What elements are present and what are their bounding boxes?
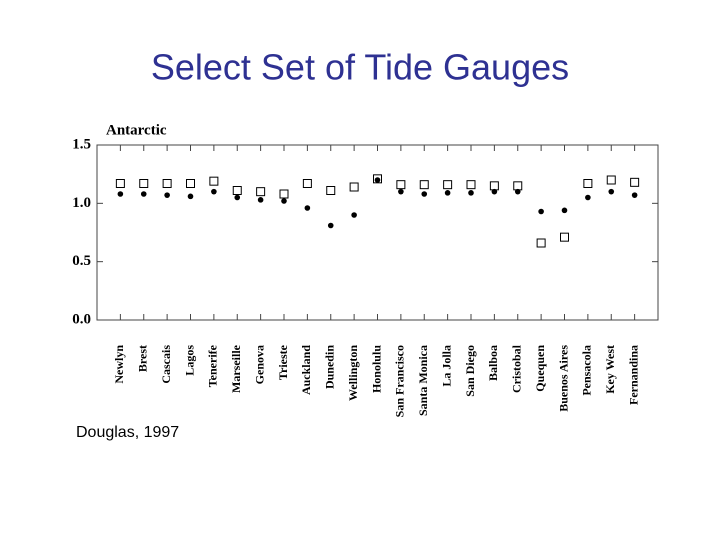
square-marker <box>489 181 499 191</box>
square-marker <box>466 180 476 190</box>
x-tick-label: La Jolla <box>439 345 453 387</box>
x-tick-label: Buenos Aires <box>556 345 570 412</box>
dot-marker <box>421 191 428 197</box>
dot-marker <box>164 192 170 198</box>
x-tick-label: Marseille <box>229 344 243 393</box>
dot-marker <box>187 193 194 200</box>
square-marker <box>186 179 195 188</box>
x-tick-label: Dunedin <box>323 345 337 389</box>
x-tick-label: Quequen <box>533 345 547 392</box>
x-tick-label: Key West <box>603 345 617 394</box>
dot-marker <box>211 188 217 195</box>
dot-marker <box>327 222 334 229</box>
dot-marker <box>140 191 147 197</box>
y-tick-label: 0.5 <box>72 253 91 269</box>
plot-frame <box>96 144 659 321</box>
y-tick-label: 1.5 <box>72 136 91 152</box>
square-marker <box>162 179 172 188</box>
x-tick-label: Trieste <box>276 344 290 380</box>
square-marker <box>513 181 523 191</box>
x-tick-label: Wellington <box>346 345 360 401</box>
x-tick-label: Lagos <box>182 345 196 376</box>
dot-marker <box>514 188 521 195</box>
x-tick-label: Cascais <box>159 345 173 384</box>
square-marker <box>279 189 289 199</box>
square-marker <box>443 180 453 190</box>
x-tick-label: Cristobal <box>510 344 524 393</box>
square-marker <box>606 175 616 185</box>
dot-marker <box>351 212 357 218</box>
dot-marker <box>468 190 474 196</box>
dot-marker <box>491 188 498 195</box>
x-tick-label: Fernandina <box>626 345 640 405</box>
square-marker <box>256 187 266 197</box>
square-marker <box>302 179 312 188</box>
dot-marker <box>117 191 124 197</box>
dot-marker <box>561 207 568 214</box>
dot-marker <box>374 177 381 183</box>
dot-marker <box>585 194 591 201</box>
x-tick-label: Brest <box>136 345 150 372</box>
square-marker <box>396 180 406 190</box>
square-marker <box>536 238 546 248</box>
square-marker <box>583 179 593 188</box>
y-tick-label: 1.0 <box>72 195 91 211</box>
dot-marker <box>234 194 241 201</box>
dot-marker <box>304 205 311 211</box>
x-tick-label: Honolulu <box>369 345 383 393</box>
x-tick-label: Auckland <box>299 345 313 395</box>
x-tick-label: San Francisco <box>393 345 407 417</box>
panel-label: Antarctic <box>106 122 167 138</box>
square-marker <box>630 177 640 187</box>
slide-title: Select Set of Tide Gauges <box>151 47 569 88</box>
y-tick-label: 0.0 <box>72 311 91 327</box>
dot-marker <box>538 208 544 215</box>
x-tick-label: Santa Monica <box>416 345 430 416</box>
dot-marker <box>631 192 638 198</box>
dot-marker <box>398 188 404 195</box>
square-marker <box>349 182 359 192</box>
square-marker <box>115 179 125 188</box>
x-tick-label: Genova <box>252 345 266 384</box>
x-tick-label: Newlyn <box>112 345 126 384</box>
square-marker <box>560 232 569 242</box>
dot-marker <box>281 198 287 204</box>
dot-marker <box>444 190 451 196</box>
x-tick-label: San Diego <box>463 345 477 397</box>
dot-marker <box>608 188 615 195</box>
square-marker <box>139 179 149 188</box>
source-note: Douglas, 1997 <box>76 424 179 441</box>
square-marker <box>232 186 242 195</box>
x-tick-label: Balboa <box>486 345 500 381</box>
x-tick-label: Tenerife <box>206 344 220 387</box>
square-marker <box>326 186 336 195</box>
square-marker <box>419 180 429 190</box>
square-marker <box>209 176 219 186</box>
x-tick-label: Pensacola <box>580 345 594 396</box>
dot-marker <box>257 197 264 203</box>
